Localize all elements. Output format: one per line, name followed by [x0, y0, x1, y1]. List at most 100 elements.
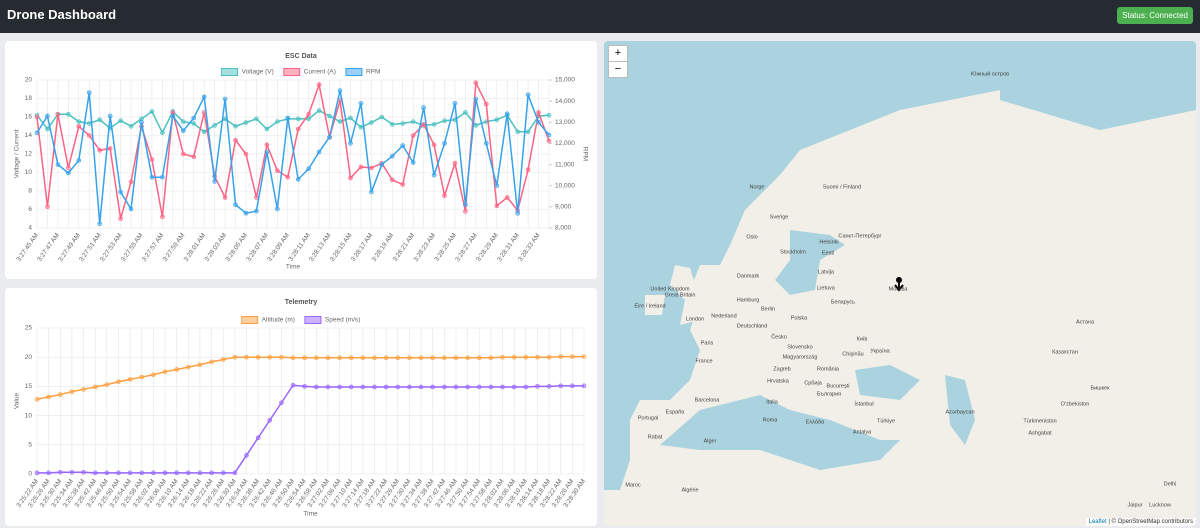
- map-label: Hamburg: [737, 297, 760, 303]
- data-point: [337, 355, 342, 361]
- data-point: [523, 384, 529, 390]
- data-point: [255, 435, 261, 441]
- data-point: [325, 384, 331, 390]
- data-point: [244, 354, 249, 360]
- data-point: [81, 469, 86, 475]
- y-tick-label: 4: [28, 225, 32, 232]
- data-point: [139, 374, 145, 380]
- data-point: [233, 202, 238, 208]
- data-point: [358, 100, 364, 106]
- legend-swatch: [304, 316, 322, 324]
- map-label: Türkmenistan: [1023, 418, 1056, 424]
- map-label: Antalya: [853, 429, 872, 435]
- map-label: Sverige: [770, 214, 789, 220]
- map-label: Éire / Ireland: [634, 302, 665, 309]
- data-point: [127, 470, 133, 476]
- map-label: Algérie: [681, 487, 698, 493]
- data-point: [348, 175, 353, 181]
- data-point: [570, 383, 575, 389]
- telemetry-panel: [5, 288, 597, 526]
- map-label: Санкт-Петербург: [838, 233, 881, 239]
- data-point: [442, 355, 447, 361]
- y-tick-label: 0: [28, 471, 32, 478]
- data-point: [104, 382, 110, 387]
- data-point: [222, 96, 228, 102]
- data-point: [127, 377, 133, 382]
- data-point: [546, 112, 552, 118]
- map-label: Česko: [771, 333, 787, 340]
- data-point: [57, 392, 63, 397]
- map-label: Oslo: [746, 234, 757, 240]
- data-point: [453, 384, 459, 390]
- attribution-text: | © OpenStreetMap contributors: [1108, 519, 1193, 525]
- data-point: [81, 387, 86, 392]
- y2-tick-label: 15,000: [555, 77, 575, 84]
- data-point: [66, 165, 71, 171]
- data-point: [46, 470, 51, 476]
- y-tick-label: 14: [25, 132, 33, 139]
- sea: [604, 41, 1196, 490]
- map-label: Южный остров: [971, 70, 1009, 77]
- data-point: [128, 206, 134, 212]
- map-label: Magyarország: [783, 354, 818, 360]
- data-point: [86, 133, 92, 138]
- data-point: [209, 359, 214, 365]
- data-point: [201, 94, 207, 100]
- map-label: Eesti: [822, 250, 834, 256]
- map-label: Ελλάδα: [806, 418, 825, 425]
- data-point: [358, 124, 364, 130]
- data-point: [369, 165, 374, 171]
- data-point: [285, 115, 291, 121]
- data-point: [118, 189, 123, 195]
- map-label: Ashgabat: [1028, 430, 1052, 436]
- data-point: [535, 354, 540, 360]
- y2-axis-label: RPM: [581, 147, 588, 161]
- data-point: [306, 111, 311, 117]
- legend-swatch: [241, 316, 259, 324]
- data-point: [536, 119, 541, 125]
- data-point: [55, 111, 61, 117]
- data-point: [69, 389, 75, 394]
- data-point: [180, 119, 186, 124]
- data-point: [45, 126, 50, 132]
- data-point: [107, 113, 113, 119]
- data-point: [511, 384, 517, 390]
- y2-tick-label: 13,000: [555, 119, 575, 126]
- data-point: [484, 141, 489, 146]
- data-point: [264, 142, 270, 148]
- map-label: Türkiye: [877, 418, 895, 424]
- zoom-out[interactable]: −: [608, 61, 628, 78]
- attribution: Leaflet | © OpenStreetMap contributors: [1085, 518, 1196, 526]
- map-label: Chişinău: [842, 351, 863, 357]
- y2-tick-label: 14,000: [555, 98, 575, 105]
- data-point: [302, 355, 307, 361]
- data-point: [327, 113, 332, 119]
- charts: 3:27:45 AM3:27:47 AM3:27:49 AM3:27:51 AM…: [14, 53, 589, 518]
- data-point: [212, 123, 217, 128]
- map-label: Maroc: [625, 482, 641, 488]
- data-point: [233, 123, 238, 129]
- data-point: [515, 129, 520, 135]
- marker[interactable]: [894, 277, 904, 292]
- data-point: [570, 354, 575, 359]
- data-point: [295, 126, 301, 132]
- legend-swatch: [221, 68, 239, 76]
- attribution-link[interactable]: Leaflet: [1088, 519, 1107, 525]
- data-point: [197, 470, 203, 476]
- data-point: [314, 384, 319, 390]
- y-tick-label: 20: [25, 77, 33, 84]
- y-tick-label: 5: [28, 442, 32, 449]
- y-tick-label: 10: [25, 169, 33, 176]
- data-point: [254, 208, 259, 214]
- data-point: [279, 400, 284, 406]
- zoom-in[interactable]: +: [608, 45, 628, 62]
- map-label: Беларусь: [831, 299, 855, 305]
- map[interactable]: Южный остров Norge Suomi / Finland Sverige O…: [604, 41, 1196, 526]
- data-point: [430, 355, 436, 361]
- esc-panel: [5, 41, 597, 279]
- data-point: [55, 162, 61, 167]
- data-point: [369, 189, 374, 195]
- data-point: [504, 195, 510, 200]
- data-point: [400, 182, 406, 187]
